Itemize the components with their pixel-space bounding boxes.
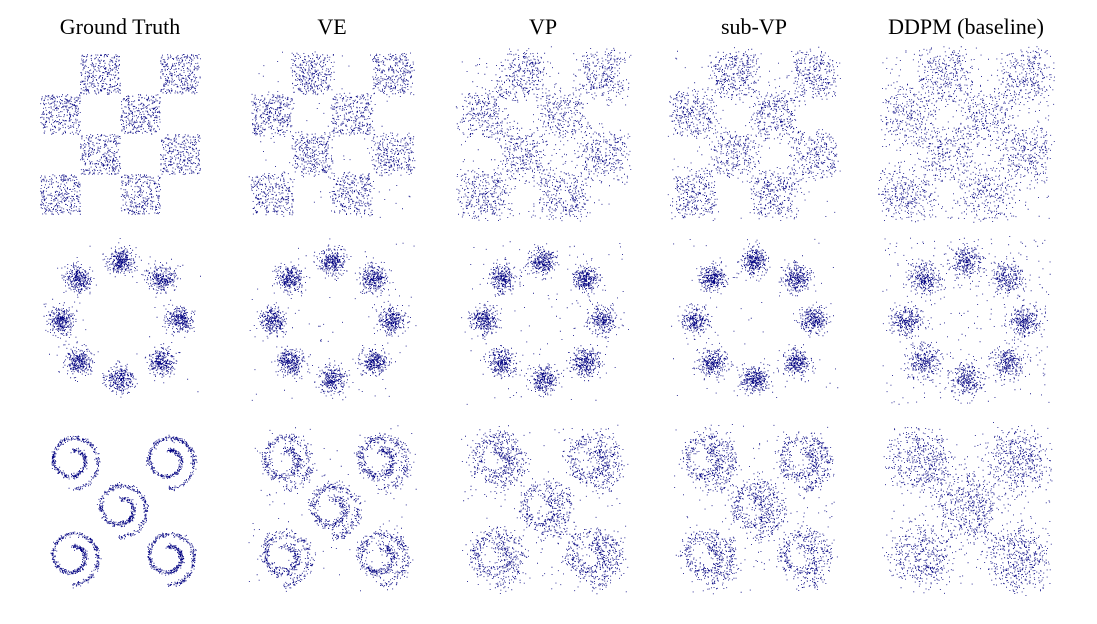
column-title-ve: VE — [317, 14, 347, 39]
scatter-points-r0-c3 — [667, 46, 841, 221]
scatter-panel-r2-c1 — [248, 425, 417, 592]
scatter-panel-r2-c4 — [882, 422, 1053, 596]
column-title-vp: VP — [528, 14, 558, 39]
column-title-ddpm: DDPM (baseline) — [888, 14, 1044, 39]
column-title-ground-truth: Ground Truth — [59, 14, 181, 39]
scatter-panel-r2-c0 — [50, 434, 198, 589]
scatter-points-r1-c0 — [43, 238, 201, 398]
scatter-panel-r0-c3 — [667, 46, 841, 221]
scatter-points-r0-c0 — [40, 54, 201, 215]
scatter-points-r1-c1 — [249, 238, 417, 401]
scatter-panel-r1-c1 — [249, 238, 417, 401]
scatter-points-r2-c2 — [461, 424, 629, 595]
column-title-sub-vp: sub-VP — [720, 14, 787, 39]
scatter-points-r1-c2 — [461, 241, 629, 405]
scatter-panel-r0-c2 — [455, 46, 632, 222]
scatter-points-r0-c2 — [455, 46, 632, 222]
scatter-panel-r0-c0 — [40, 54, 201, 215]
scatter-points-r2-c3 — [674, 424, 838, 595]
scatter-panel-r1-c4 — [882, 236, 1051, 405]
scatter-panel-r1-c2 — [461, 241, 629, 405]
scatter-panel-r1-c0 — [43, 238, 201, 398]
scatter-points-r0-c4 — [878, 46, 1055, 223]
scatter-panel-r1-c3 — [671, 238, 839, 398]
scatter-panel-r0-c1 — [248, 51, 416, 218]
scatter-points-r1-c3 — [671, 238, 839, 398]
scatter-panel-r2-c2 — [461, 424, 629, 595]
scatter-points-r2-c0 — [50, 434, 198, 589]
scatter-panel-r0-c4 — [878, 46, 1055, 223]
scatter-points-r2-c1 — [248, 425, 417, 592]
scatter-points-r2-c4 — [882, 422, 1053, 596]
scatter-points-r1-c4 — [882, 236, 1051, 405]
scatter-points-r0-c1 — [248, 51, 416, 218]
scatter-panel-r2-c3 — [674, 424, 838, 595]
